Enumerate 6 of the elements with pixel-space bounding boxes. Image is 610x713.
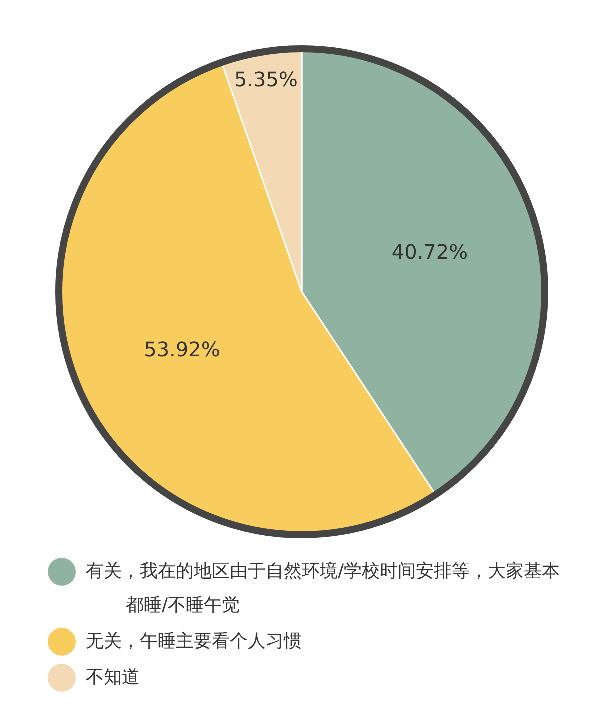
legend-label: 无关，午睡主要看个人习惯 xyxy=(86,630,302,652)
data-label: 5.35% xyxy=(234,68,298,92)
legend-label: 有关，我在的地区由于自然环境/学校时间安排等，大家基本都睡/不睡午觉 xyxy=(86,560,560,616)
data-label: 40.72% xyxy=(392,240,468,264)
data-label: 53.92% xyxy=(144,338,220,362)
legend-label: 不知道 xyxy=(86,666,140,688)
